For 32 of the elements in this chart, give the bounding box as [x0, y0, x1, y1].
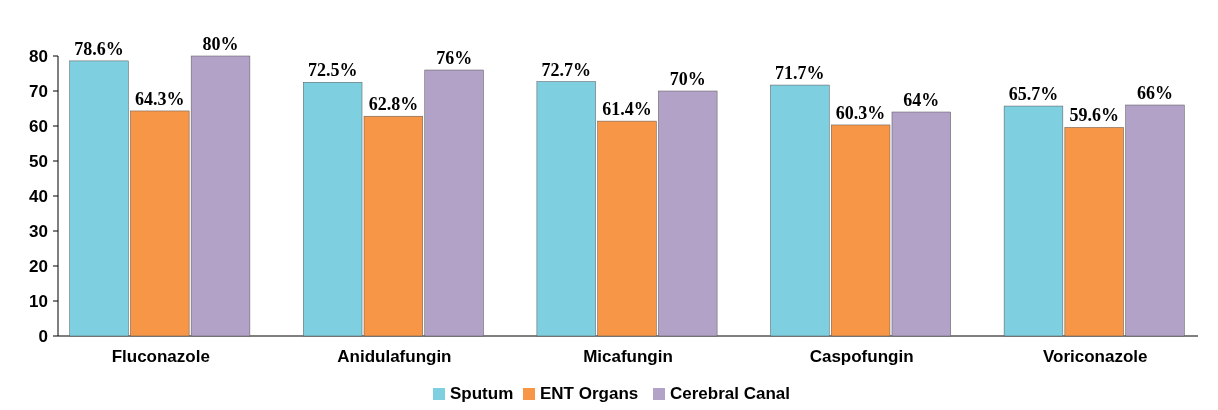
data-label: 61.4% — [602, 99, 652, 120]
y-tick-label: 20 — [29, 256, 48, 276]
data-label: 64% — [903, 90, 940, 110]
data-label: 76% — [436, 48, 473, 68]
data-label: 59.6% — [1069, 105, 1119, 126]
x-tick-label: Fluconazole — [111, 347, 210, 366]
y-tick-label: 60 — [29, 116, 48, 136]
data-label: 60.3% — [835, 102, 886, 123]
legend-label: Sputum — [450, 384, 514, 403]
x-tick-label: Voriconazole — [1042, 347, 1148, 366]
legend-label: Cerebral Canal — [670, 384, 790, 403]
legend-label: ENT Organs — [540, 384, 639, 403]
data-label: 78.6% — [74, 38, 124, 59]
data-label: 72.7% — [541, 59, 592, 80]
data-label: 66% — [1136, 83, 1173, 103]
data-label: 72.5% — [307, 60, 358, 81]
data-label: 65.7% — [1008, 84, 1059, 105]
y-tick-label: 30 — [29, 221, 48, 241]
y-tick-label: 0 — [38, 326, 48, 346]
data-label: 62.8% — [368, 94, 419, 115]
data-label: 64.3% — [135, 88, 185, 109]
x-tick-label: Anidulafungin — [337, 347, 452, 366]
data-label: 71.7% — [775, 63, 825, 84]
y-tick-label: 50 — [29, 151, 48, 171]
y-tick-label: 80 — [29, 46, 48, 66]
y-tick-label: 70 — [29, 81, 48, 101]
x-tick-label: Caspofungin — [809, 347, 914, 366]
x-tick-label: Micafungin — [583, 347, 673, 366]
y-tick-label: 10 — [29, 291, 48, 311]
data-label: 80% — [202, 34, 239, 54]
y-tick-label: 40 — [29, 186, 48, 206]
data-label: 70% — [669, 69, 706, 89]
